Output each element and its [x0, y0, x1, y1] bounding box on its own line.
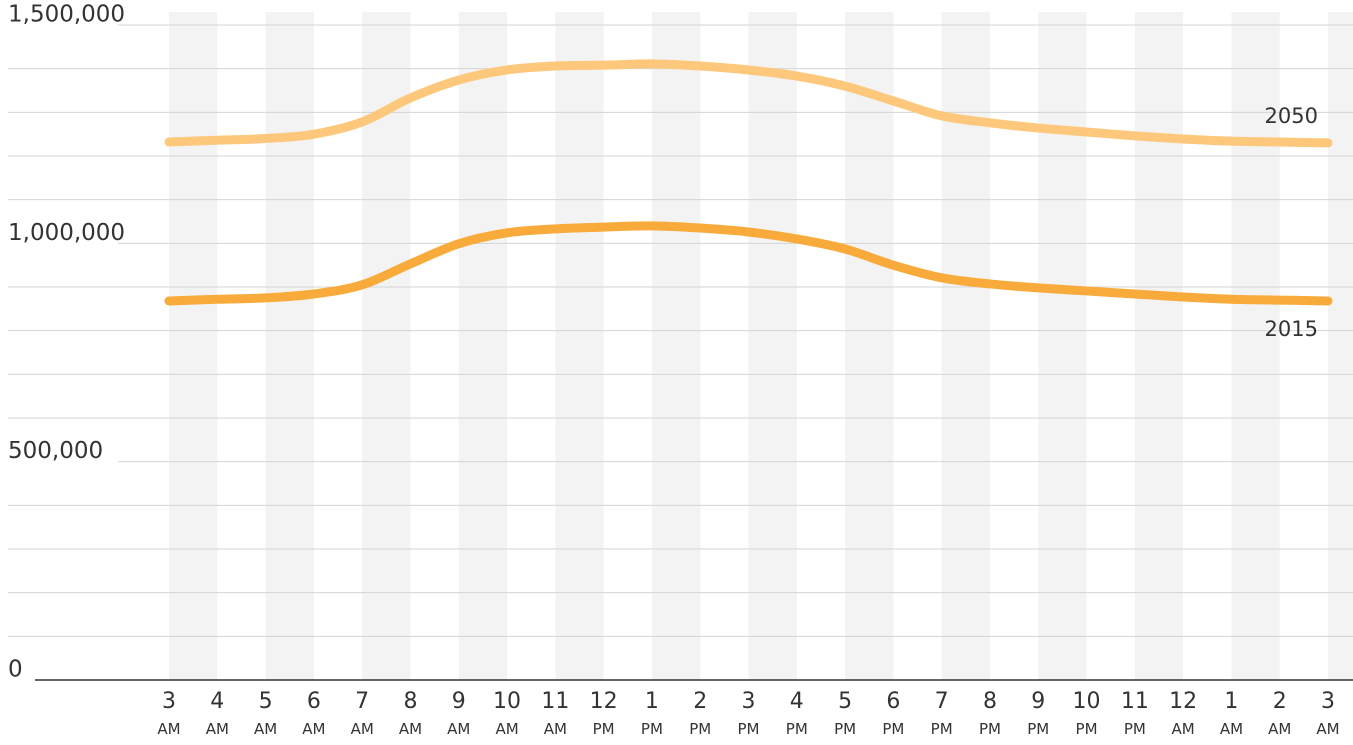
x-tick-label: 1 [645, 689, 659, 714]
x-tick-label: 10 [1073, 689, 1101, 714]
x-tick-label: 6 [307, 689, 321, 714]
column-band [651, 12, 701, 680]
y-tick-label: 500,000 [8, 438, 103, 464]
x-tick-period: PM [882, 720, 904, 738]
column-band [555, 12, 604, 680]
x-tick-label: 1 [1224, 689, 1238, 714]
x-tick-period: PM [1076, 720, 1098, 738]
x-tick-period: PM [738, 720, 760, 738]
x-tick-label: 5 [838, 689, 852, 714]
series-line [164, 59, 1333, 148]
x-tick-label: 4 [790, 689, 804, 714]
x-tick-period: PM [641, 720, 663, 738]
column-band [169, 12, 218, 680]
column-band [845, 12, 894, 680]
series-label: 2015 [1265, 317, 1318, 341]
x-tick-period: AM [1316, 720, 1339, 738]
x-tick-label: 3 [742, 689, 756, 714]
x-tick-period: PM [689, 720, 711, 738]
x-tick-label: 2 [693, 689, 707, 714]
x-tick-label: 10 [493, 689, 521, 714]
x-tick-period: AM [254, 720, 277, 738]
x-tick-label: 11 [541, 689, 569, 714]
x-tick-period: AM [495, 720, 518, 738]
x-tick-period: AM [206, 720, 229, 738]
y-tick-label: 1,500,000 [8, 2, 125, 28]
x-tick-period: PM [979, 720, 1001, 738]
y-tick-label: 0 [8, 657, 23, 683]
x-tick-period: PM [931, 720, 953, 738]
x-tick-period: AM [302, 720, 325, 738]
x-tick-label: 6 [886, 689, 900, 714]
x-tick-period: PM [834, 720, 856, 738]
x-tick-label: 3 [1321, 689, 1335, 714]
column-band [748, 12, 797, 680]
x-tick-label: 7 [355, 689, 369, 714]
x-tick-period: AM [544, 720, 567, 738]
column-band [458, 12, 508, 680]
x-tick-label: 11 [1121, 689, 1149, 714]
x-tick-label: 5 [259, 689, 273, 714]
x-tick-label: 8 [403, 689, 417, 714]
x-tick-label: 9 [452, 689, 466, 714]
y-tick-label: 1,000,000 [8, 220, 125, 246]
x-tick-label: 12 [1169, 689, 1197, 714]
column-band [1328, 12, 1353, 680]
x-tick-period: PM [786, 720, 808, 738]
x-tick-period: AM [1220, 720, 1243, 738]
series-label: 2050 [1265, 104, 1318, 128]
x-tick-period: PM [593, 720, 615, 738]
column-band [1231, 12, 1280, 680]
x-tick-label: 3 [162, 689, 176, 714]
x-tick-label: 8 [983, 689, 997, 714]
x-tick-period: AM [399, 720, 422, 738]
x-tick-period: AM [157, 720, 180, 738]
x-tick-period: AM [1268, 720, 1291, 738]
column-band [1038, 12, 1087, 680]
column-band [265, 12, 314, 680]
x-tick-label: 2 [1273, 689, 1287, 714]
x-tick-period: PM [1124, 720, 1146, 738]
x-tick-period: PM [1027, 720, 1049, 738]
x-tick-label: 7 [935, 689, 949, 714]
series-line [164, 221, 1333, 306]
x-tick-period: AM [1172, 720, 1195, 738]
x-tick-period: AM [351, 720, 374, 738]
x-tick-label: 4 [210, 689, 224, 714]
x-tick-label: 12 [590, 689, 618, 714]
x-tick-period: AM [447, 720, 470, 738]
x-tick-label: 9 [1031, 689, 1045, 714]
column-band [1134, 12, 1184, 680]
